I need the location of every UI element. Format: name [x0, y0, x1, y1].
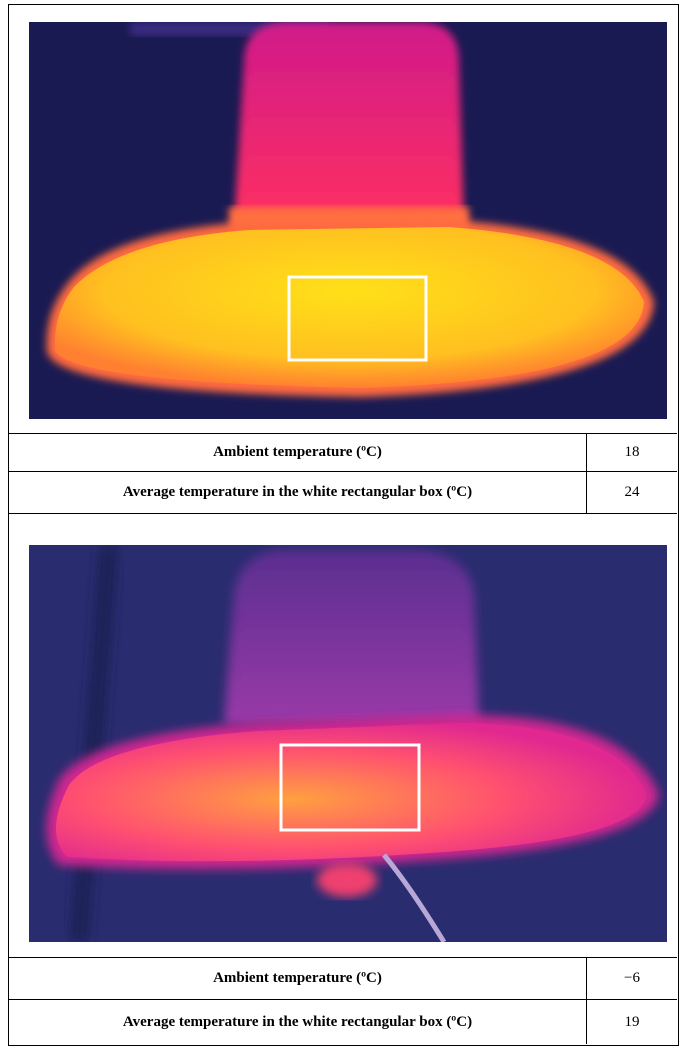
row-value: 18: [624, 444, 640, 460]
thermal-image: [29, 22, 667, 419]
row-label: Ambient temperature (ºC): [9, 958, 587, 999]
table-row: Average temperature in the white rectang…: [9, 999, 677, 1044]
thermal-image: [29, 545, 667, 942]
figure: Ambient temperature (ºC) 18 Average temp…: [8, 4, 679, 1046]
table-row: Ambient temperature (ºC) 18: [9, 433, 677, 471]
table-row: Ambient temperature (ºC) −6: [9, 957, 677, 999]
row-label: Ambient temperature (ºC): [9, 434, 587, 471]
table-row: Average temperature in the white rectang…: [9, 471, 677, 513]
row-value: 19: [624, 1013, 640, 1030]
row-value: −6: [624, 970, 640, 986]
row-label: Average temperature in the white rectang…: [9, 1000, 587, 1044]
row-value: 24: [624, 484, 640, 500]
row-label: Average temperature in the white rectang…: [9, 472, 587, 513]
separator: [9, 513, 677, 514]
